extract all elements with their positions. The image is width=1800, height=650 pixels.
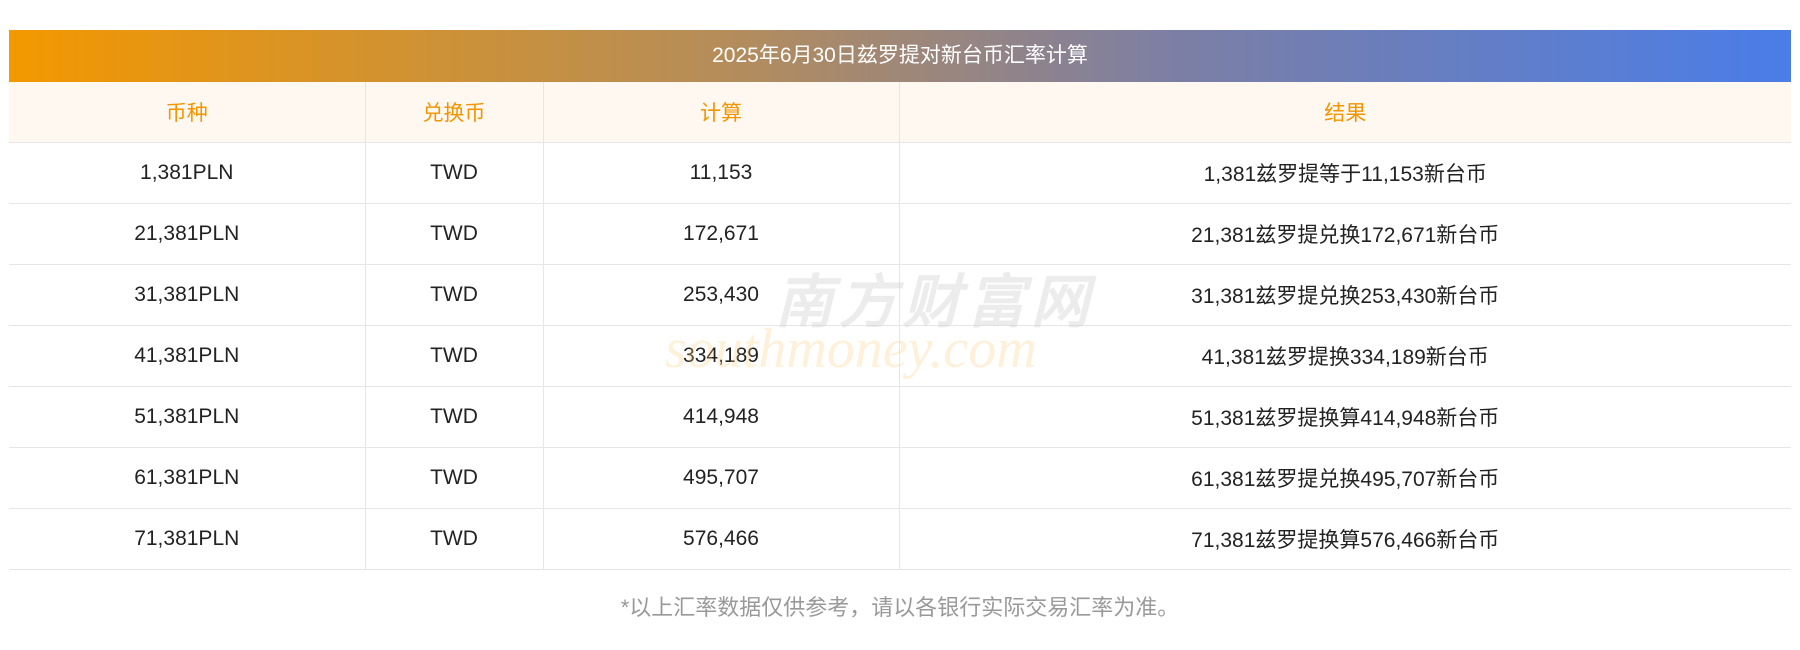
- table-cell: 61,381PLN: [9, 447, 366, 509]
- table-cell: 51,381PLN: [9, 386, 366, 448]
- rate-table: 币种 兑换币 计算 结果 1,381PLN TWD 11,153 1,381兹罗提等于11,…: [9, 82, 1791, 570]
- table-cell: 41,381兹罗提换334,189新台币: [899, 325, 1791, 387]
- table-row: 21,381PLN TWD 172,671 21,381兹罗提兑换172,671新台币: [9, 203, 1791, 265]
- table-cell: 61,381兹罗提兑换495,707新台币: [899, 447, 1791, 509]
- table-cell: 71,381兹罗提换算576,466新台币: [899, 508, 1791, 570]
- table-cell: 1,381兹罗提等于11,153新台币: [899, 142, 1791, 204]
- header-row: 币种 兑换币 计算 结果: [9, 82, 1791, 143]
- table-cell: 51,381兹罗提换算414,948新台币: [899, 386, 1791, 448]
- table-cell: 41,381PLN: [9, 325, 366, 387]
- table-cell: 334,189: [543, 325, 900, 387]
- header-cell: 结果: [899, 82, 1791, 143]
- table-cell: 1,381PLN: [9, 142, 366, 204]
- table-cell: 253,430: [543, 264, 900, 326]
- table-cell: 172,671: [543, 203, 900, 265]
- table-cell: 11,153: [543, 142, 900, 204]
- table-cell: TWD: [365, 447, 544, 509]
- table-cell: 71,381PLN: [9, 508, 366, 570]
- header-cell: 计算: [543, 82, 900, 143]
- title-bar: 2025年6月30日兹罗提对新台币汇率计算: [9, 30, 1791, 82]
- table-cell: 576,466: [543, 508, 900, 570]
- table-cell: TWD: [365, 203, 544, 265]
- table-row: 1,381PLN TWD 11,153 1,381兹罗提等于11,153新台币: [9, 142, 1791, 204]
- table-row: 41,381PLN TWD 334,189 41,381兹罗提换334,189新台币: [9, 325, 1791, 387]
- table-cell: 495,707: [543, 447, 900, 509]
- table-cell: 31,381PLN: [9, 264, 366, 326]
- table-cell: 21,381PLN: [9, 203, 366, 265]
- table-row: 51,381PLN TWD 414,948 51,381兹罗提换算414,948新台币: [9, 386, 1791, 448]
- table-cell: TWD: [365, 264, 544, 326]
- header-cell: 币种: [9, 82, 366, 143]
- table-cell: TWD: [365, 386, 544, 448]
- table-cell: TWD: [365, 142, 544, 204]
- footnote: *以上汇率数据仅供参考，请以各银行实际交易汇率为准。: [620, 595, 1180, 620]
- table-body: 1,381PLN TWD 11,153 1,381兹罗提等于11,153新台币 21,3…: [9, 142, 1791, 570]
- header-cell: 兑换币: [365, 82, 544, 143]
- table-cell: TWD: [365, 508, 544, 570]
- table-row: 71,381PLN TWD 576,466 71,381兹罗提换算576,466新台币: [9, 508, 1791, 570]
- table-row: 61,381PLN TWD 495,707 61,381兹罗提兑换495,707新台币: [9, 447, 1791, 509]
- table-cell: 414,948: [543, 386, 900, 448]
- table-cell: 31,381兹罗提兑换253,430新台币: [899, 264, 1791, 326]
- table-row: 31,381PLN TWD 253,430 31,381兹罗提兑换253,430新台币: [9, 264, 1791, 326]
- table-cell: TWD: [365, 325, 544, 387]
- table-cell: 21,381兹罗提兑换172,671新台币: [899, 203, 1791, 265]
